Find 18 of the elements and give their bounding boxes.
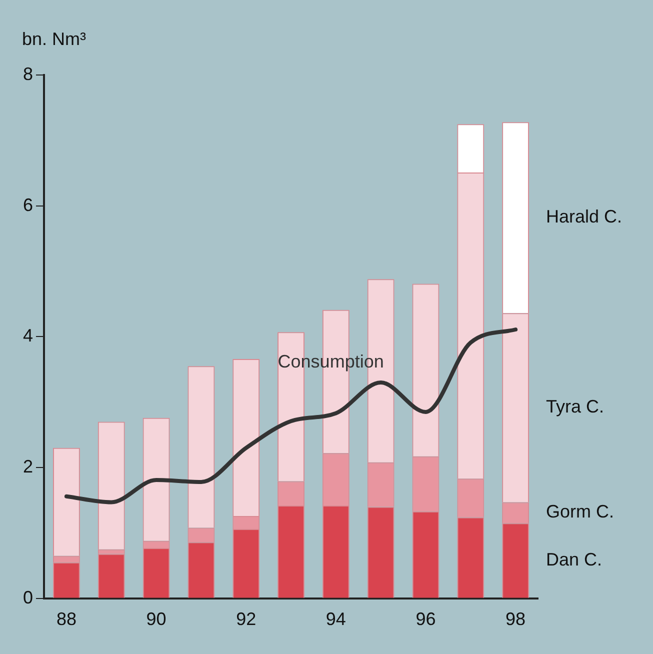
- y-axis-title: bn. Nm³: [22, 29, 86, 49]
- y-tick-label: 4: [22, 326, 34, 346]
- y-tick-label: 6: [22, 194, 34, 215]
- series-label: Harald C.: [546, 206, 622, 227]
- y-tick-label: 2: [22, 456, 34, 477]
- x-tick-label: 90: [146, 609, 166, 630]
- x-tick-label: 94: [326, 609, 346, 630]
- y-tick-label: 8: [22, 64, 34, 84]
- x-tick-label: 92: [236, 609, 256, 630]
- x-tick-label: 88: [56, 609, 76, 630]
- series-label: Tyra C.: [546, 396, 604, 417]
- series-label: Dan C.: [546, 550, 602, 570]
- series-label: Consumption: [278, 351, 384, 372]
- x-tick-label: 96: [416, 609, 436, 630]
- x-tick-label: 98: [506, 609, 526, 630]
- line-series: [64, 328, 518, 504]
- series-label: Gorm C.: [546, 502, 614, 522]
- y-tick-label: 0: [22, 587, 34, 608]
